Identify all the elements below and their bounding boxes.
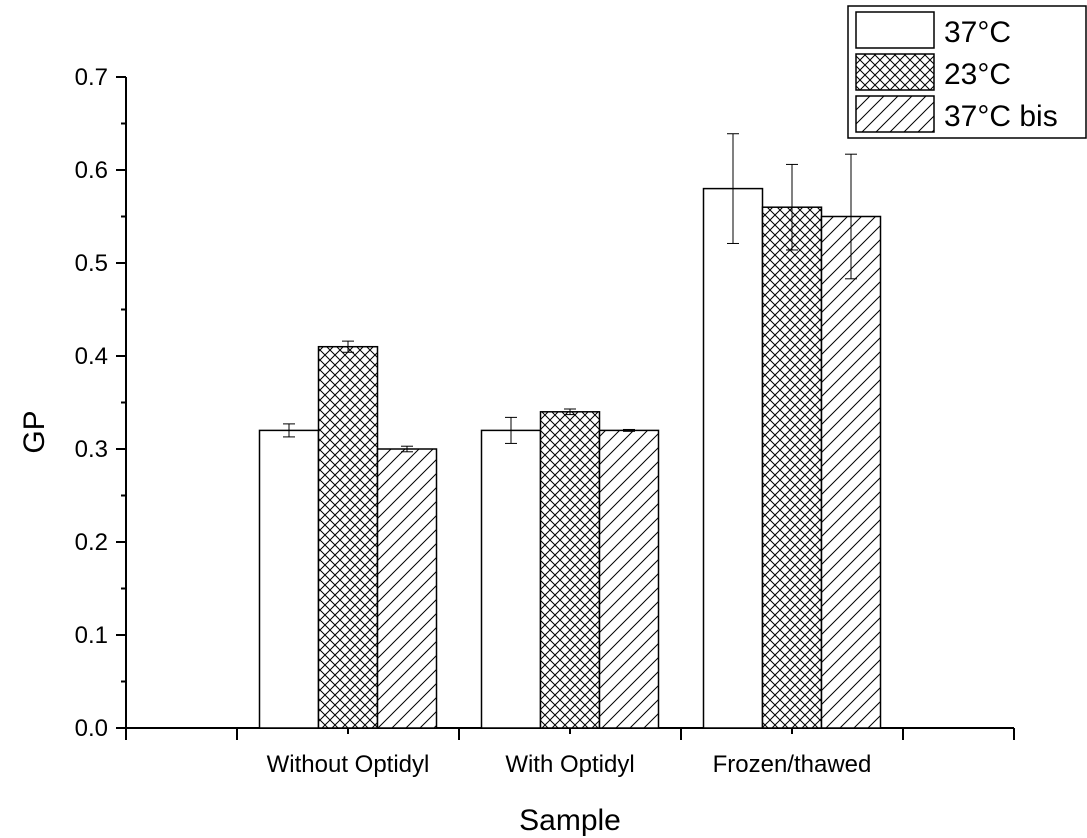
legend: 37°C 23°C 37°C bis [847, 5, 1087, 139]
y-axis-title: GP [18, 410, 51, 453]
legend-swatch [855, 53, 935, 91]
y-tick-label: 0.4 [75, 343, 108, 370]
y-tick-label: 0.0 [75, 715, 108, 742]
x-tick-label: Without Optidyl [267, 751, 430, 778]
bar [258, 429, 320, 729]
y-tick-label: 0.7 [75, 64, 108, 91]
x-tick-label: Frozen/thawed [713, 751, 872, 778]
legend-swatch [855, 11, 935, 49]
bars [258, 187, 882, 729]
bar [539, 411, 601, 729]
bar [761, 206, 823, 729]
legend-swatch [855, 95, 935, 133]
bar [702, 187, 764, 729]
y-tick-label: 0.1 [75, 622, 108, 649]
x-tick-label: With Optidyl [505, 751, 634, 778]
x-axis-title: Sample [519, 804, 621, 837]
legend-label: 37°C [944, 16, 1011, 49]
bar [480, 429, 542, 729]
bar [598, 429, 660, 729]
axes: 0.0 0.1 0.2 0.3 0.4 0.5 0.6 0.7 Without Optidyl W… [75, 64, 1015, 778]
legend-label: 23°C [944, 58, 1011, 91]
bar [820, 215, 882, 729]
y-tick-label: 0.6 [75, 157, 108, 184]
legend-label: 37°C bis [944, 100, 1058, 133]
y-tick-label: 0.2 [75, 529, 108, 556]
axis-labels: Sample GP [18, 410, 621, 837]
error-bars [283, 133, 857, 453]
y-tick-label: 0.5 [75, 250, 108, 277]
bar [376, 448, 438, 729]
bar [317, 345, 379, 729]
y-tick-label: 0.3 [75, 436, 108, 463]
